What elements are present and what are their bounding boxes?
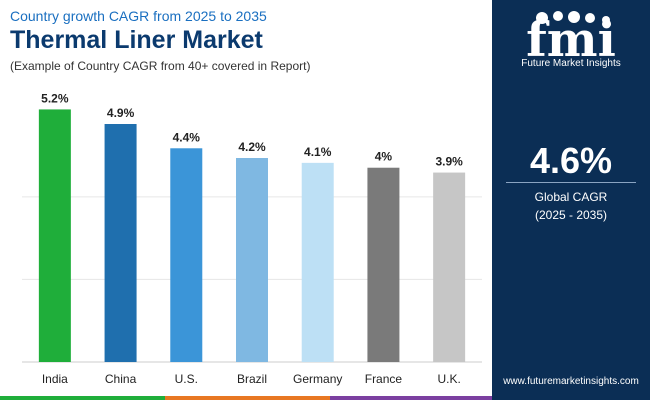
bottom-strip-navy bbox=[492, 396, 650, 400]
bar-india bbox=[38, 109, 71, 362]
chart-note: (Example of Country CAGR from 40+ covere… bbox=[10, 59, 311, 73]
x-tick-label: India bbox=[42, 372, 68, 386]
global-cagr-label: Global CAGR bbox=[534, 190, 608, 204]
data-label: 4.4% bbox=[173, 130, 201, 144]
x-tick-label: U.S. bbox=[175, 372, 198, 386]
x-tick-label: France bbox=[365, 372, 403, 386]
data-label: 4% bbox=[375, 150, 393, 164]
global-cagr-period: (2025 - 2035) bbox=[534, 208, 608, 222]
bar-u-k bbox=[433, 172, 466, 362]
bar-france bbox=[367, 167, 400, 362]
sidebar-panel: fmi Future Market Insights 4.6% Global C… bbox=[492, 0, 650, 400]
bottom-strip-purple bbox=[330, 396, 492, 400]
bar-germany bbox=[301, 162, 334, 362]
bottom-strip-orange bbox=[165, 396, 330, 400]
chart-subtitle: Country growth CAGR from 2025 to 2035 bbox=[10, 8, 267, 24]
fmi-logo: fmi bbox=[492, 8, 650, 72]
logo-brand-text: Future Market Insights bbox=[521, 58, 621, 69]
fmi-logo-icon: fmi bbox=[526, 11, 616, 68]
bar-u-s bbox=[170, 148, 203, 362]
bar-chart: 5.2% India 4.9% China 4.4% U.S. 4.2% Brazil 4.1%… bbox=[22, 90, 482, 386]
data-label: 4.1% bbox=[304, 145, 332, 159]
data-label: 4.2% bbox=[238, 140, 266, 154]
cagr-divider bbox=[506, 182, 636, 183]
footer-url[interactable]: www.futuremarketinsights.com bbox=[503, 376, 639, 387]
global-cagr-value: 4.6% bbox=[529, 140, 613, 181]
data-label: 3.9% bbox=[435, 155, 463, 169]
bottom-strip-green bbox=[0, 396, 165, 400]
bar-brazil bbox=[236, 158, 268, 362]
bar-china bbox=[104, 124, 137, 362]
data-label: 5.2% bbox=[41, 91, 69, 105]
x-tick-label: China bbox=[105, 372, 137, 386]
x-tick-label: Germany bbox=[293, 372, 342, 386]
data-label: 4.9% bbox=[107, 106, 135, 120]
x-tick-label: U.K. bbox=[437, 372, 460, 386]
chart-title: Thermal Liner Market bbox=[10, 26, 263, 54]
chart-header: Country growth CAGR from 2025 to 2035 Th… bbox=[10, 8, 310, 73]
x-tick-label: Brazil bbox=[237, 372, 267, 386]
